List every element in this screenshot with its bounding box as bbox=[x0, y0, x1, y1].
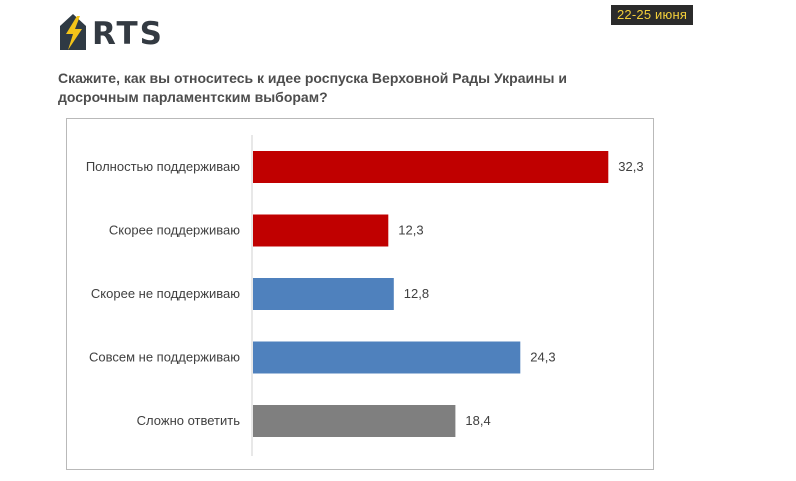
value-label: 12,8 bbox=[404, 286, 429, 301]
question-title: Скажите, как вы относитесь к идее роспус… bbox=[58, 69, 658, 107]
category-label: Сложно ответить bbox=[137, 413, 241, 428]
question-line-2: досрочным парламентским выборам? bbox=[58, 89, 328, 105]
lightning-bolt-icon bbox=[60, 14, 86, 50]
value-label: 24,3 bbox=[530, 350, 555, 365]
category-label: Скорее не поддерживаю bbox=[91, 286, 240, 301]
value-label: 32,3 bbox=[618, 159, 643, 174]
bar bbox=[253, 278, 394, 310]
date-badge: 22-25 июня bbox=[611, 5, 694, 25]
rts-logo: RTS bbox=[58, 12, 198, 56]
value-label: 12,3 bbox=[398, 223, 423, 238]
question-line-1: Скажите, как вы относитесь к идее роспус… bbox=[58, 70, 568, 86]
bar bbox=[253, 341, 521, 374]
category-label: Полностью поддерживаю bbox=[86, 159, 240, 174]
bar bbox=[253, 405, 456, 437]
category-label: Скорее поддерживаю bbox=[109, 223, 240, 238]
category-label: Совсем не поддерживаю bbox=[89, 350, 240, 365]
logo-text: RTS bbox=[92, 16, 164, 52]
bar bbox=[253, 214, 389, 247]
value-label: 18,4 bbox=[465, 413, 490, 428]
bar bbox=[253, 151, 609, 183]
